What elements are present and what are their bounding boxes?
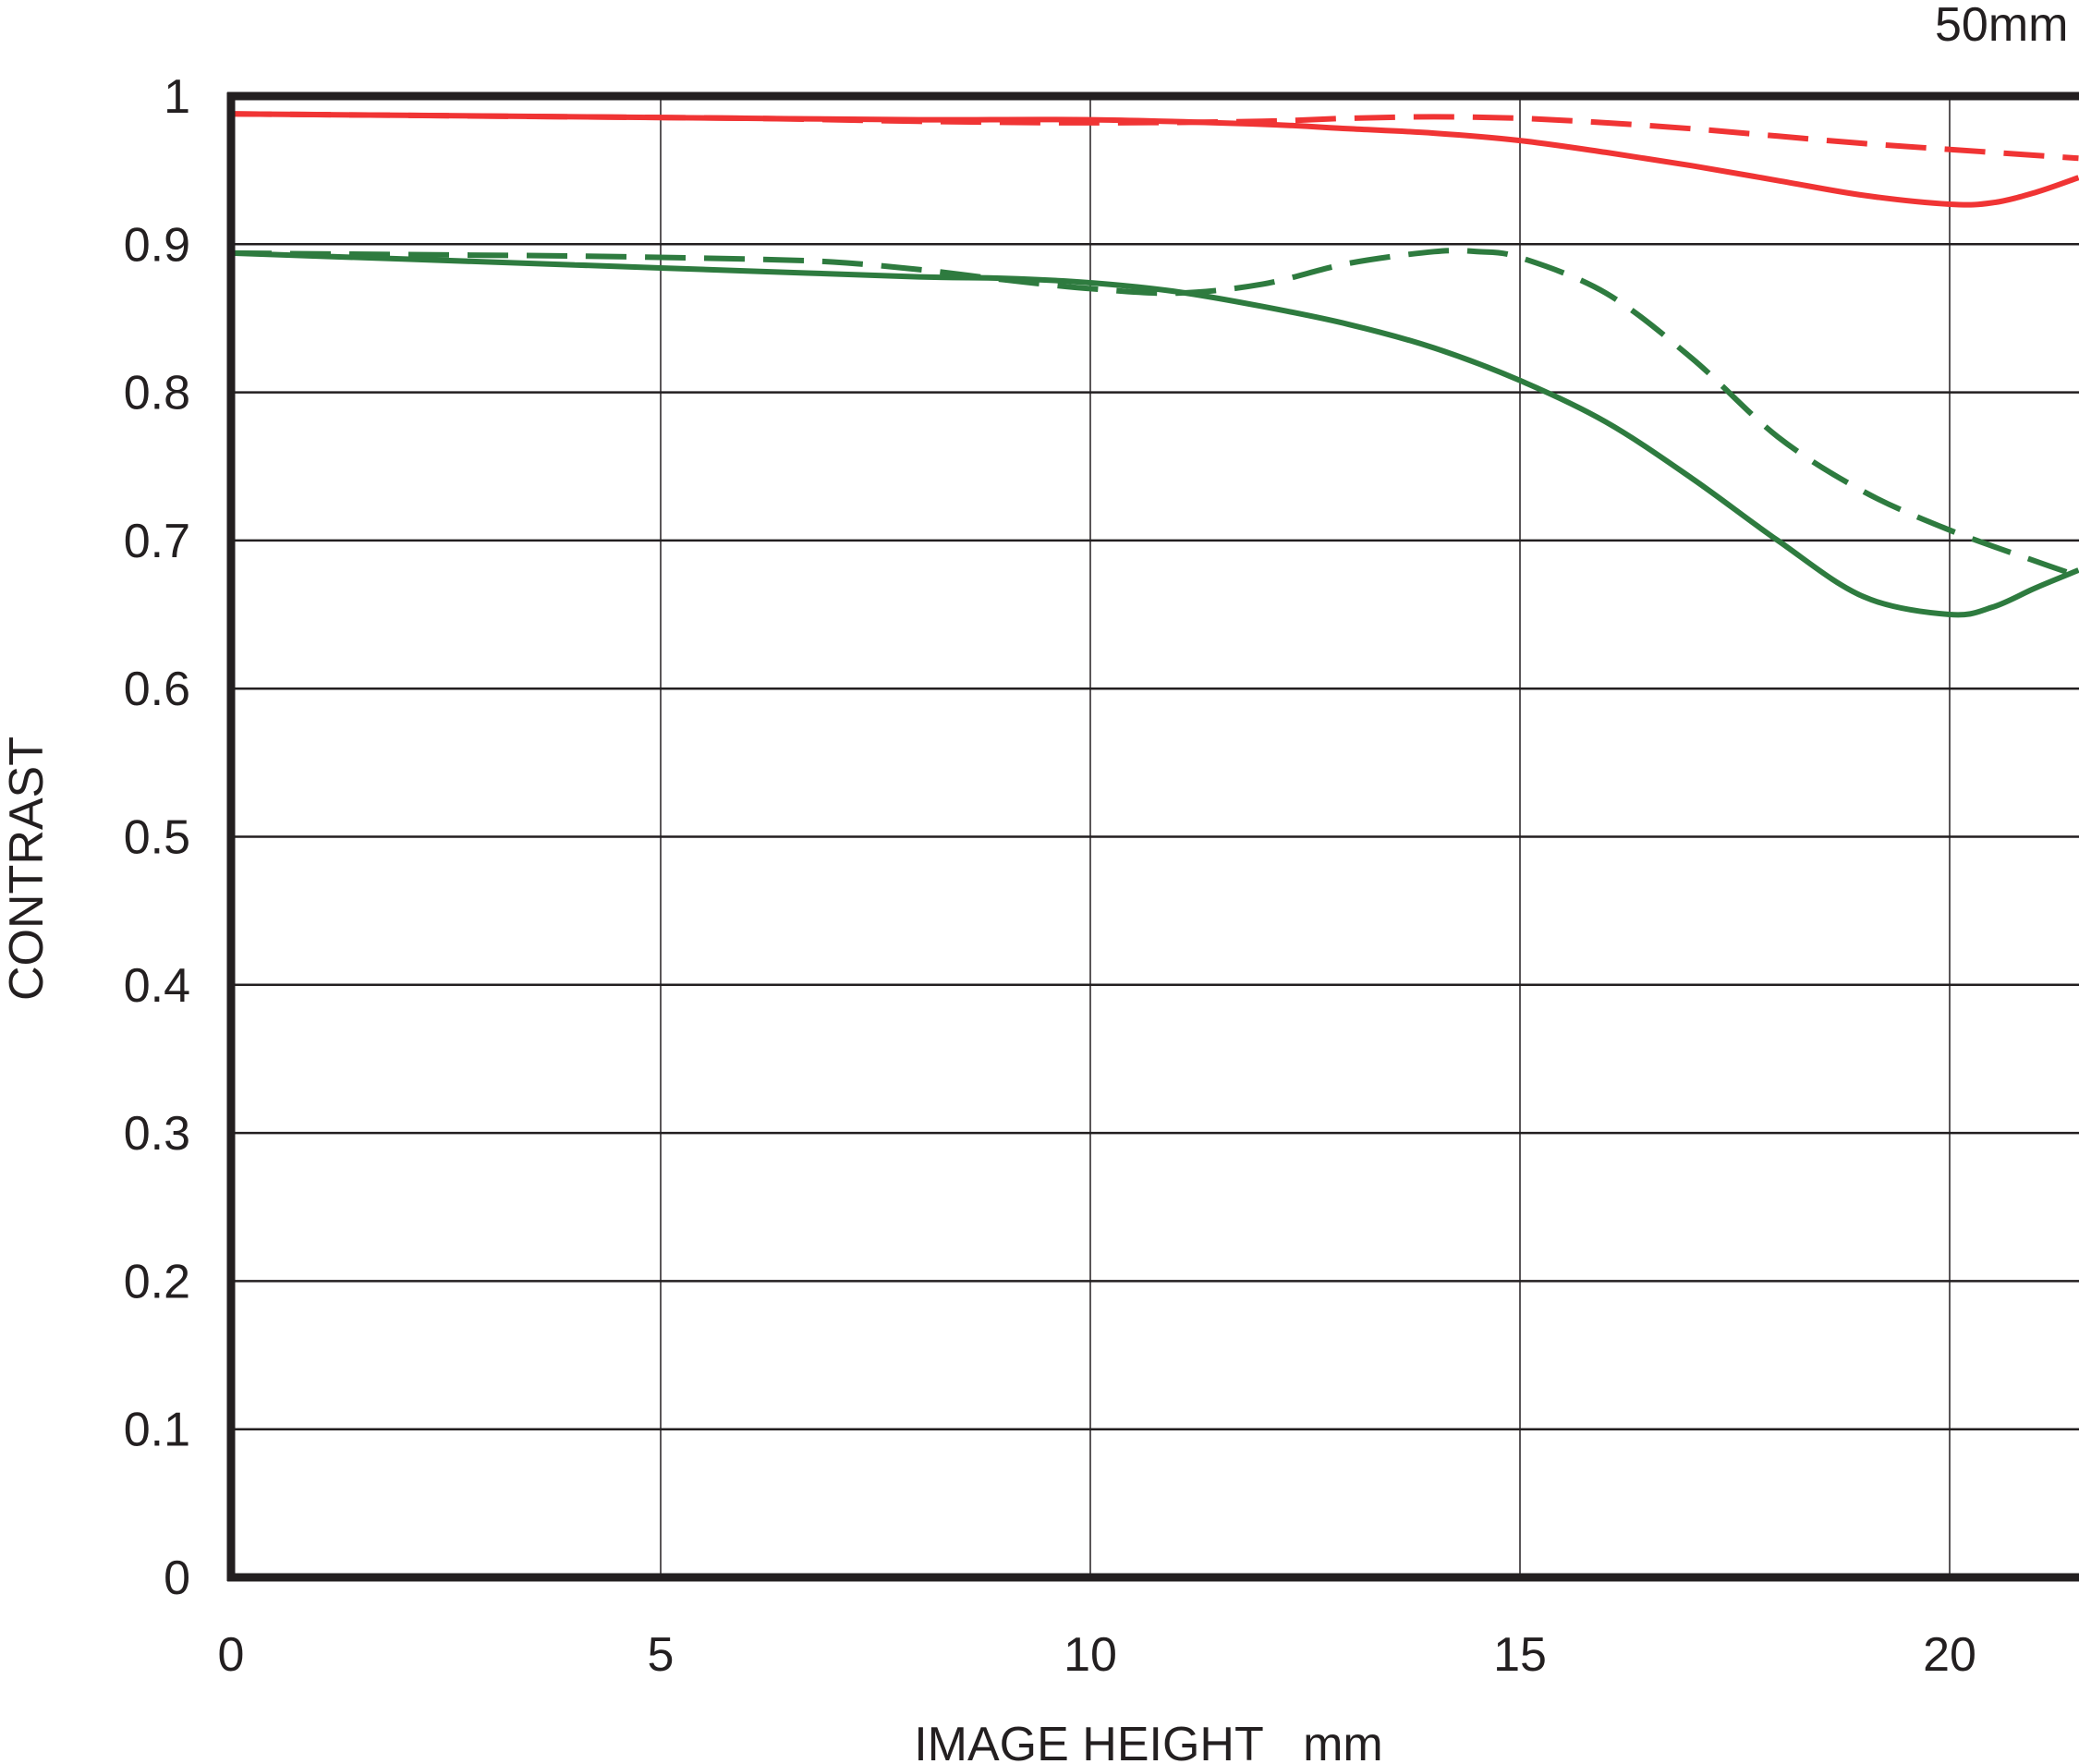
y-tick-label: 0.3 <box>124 1107 190 1161</box>
x-tick-label: 10 <box>1064 1628 1117 1682</box>
y-axis-label: CONTRAST <box>0 736 54 1001</box>
y-tick-label: 0.6 <box>124 663 190 716</box>
x-tick-label: 15 <box>1493 1628 1547 1682</box>
y-tick-label: 0.7 <box>124 515 190 568</box>
x-tick-labels: 0 5 10 15 20 <box>218 1628 1976 1682</box>
plot-frame <box>226 91 2079 1582</box>
series-line-2-solid <box>230 249 2079 618</box>
y-tick-label: 0.2 <box>124 1255 190 1308</box>
x-tick-label: 0 <box>218 1628 245 1682</box>
series-line-3-dashed <box>230 248 2079 579</box>
y-tick-label: 0.5 <box>124 811 190 865</box>
y-tick-label: 0.9 <box>124 218 190 272</box>
series-line-1-dashed <box>230 111 2079 162</box>
y-tick-label: 0.8 <box>124 367 190 420</box>
x-tick-label: 5 <box>648 1628 675 1682</box>
y-tick-label: 1 <box>164 70 190 124</box>
y-tick-label: 0.1 <box>124 1404 190 1457</box>
series-line-0-solid <box>230 111 2079 208</box>
y-tick-labels: 0 0.1 0.2 0.3 0.4 0.5 0.6 0.7 0.8 0.9 1 <box>124 70 190 1605</box>
y-tick-label: 0.4 <box>124 959 190 1013</box>
x-axis-label: IMAGE HEIGHT mm <box>914 1718 1383 1764</box>
series-group <box>230 111 2079 618</box>
grid-lines <box>231 96 2079 1577</box>
x-tick-label: 20 <box>1923 1628 1976 1682</box>
y-tick-label: 0 <box>164 1551 190 1605</box>
chart-title: 50mm <box>1935 0 2068 52</box>
